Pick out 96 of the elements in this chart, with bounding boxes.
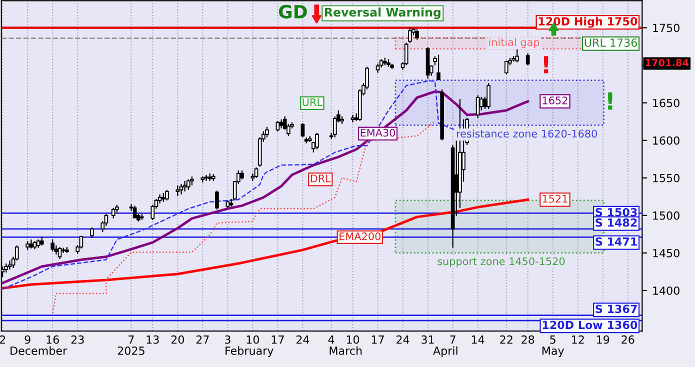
- candlestick: [404, 42, 408, 66]
- x-tick-label: 10: [346, 335, 360, 344]
- x-tick-label: 5: [550, 336, 556, 344]
- candlestick: [486, 82, 490, 110]
- x-tick-label: 10: [246, 335, 260, 344]
- text: 1701.84: [646, 58, 689, 66]
- ref-line-label: URL 1736: [584, 38, 637, 47]
- candlestick: [161, 192, 166, 202]
- candlestick: [90, 226, 94, 239]
- x-tick-label: 17: [372, 336, 384, 344]
- candlestick: [436, 54, 440, 81]
- candlestick: [215, 190, 219, 210]
- y-tick-label: 1400: [653, 286, 680, 295]
- annotation: 1652: [542, 96, 568, 104]
- candlestick: [182, 180, 187, 192]
- candlestick: [476, 94, 480, 118]
- candlestick: [190, 176, 194, 186]
- x-tick-label: 2: [0, 335, 6, 344]
- candlestick: [4, 262, 8, 274]
- x-tick-label: 9: [24, 335, 30, 344]
- annotation: EMA200: [340, 232, 380, 240]
- x-tick-label: 28: [522, 335, 534, 344]
- x2-tick-label: March: [330, 346, 362, 355]
- annotation: Reversal Warning: [325, 8, 440, 20]
- candlestick: [350, 114, 355, 123]
- candlestick: [240, 170, 244, 180]
- candlestick: [504, 60, 508, 75]
- candlestick: [376, 63, 380, 74]
- y-tick-label: 1550: [653, 174, 680, 182]
- x-tick-label: 16: [46, 335, 59, 344]
- candlestick: [179, 183, 184, 195]
- x-tick-label: 14: [472, 336, 484, 344]
- annotation: URL: [302, 98, 322, 106]
- x-tick-label: 31: [422, 335, 434, 344]
- x-tick-label: 12: [572, 335, 584, 344]
- band-label: support zone 1450-1520: [438, 257, 565, 268]
- x-tick-label: 23: [71, 335, 84, 344]
- candlestick: [279, 118, 284, 129]
- candlestick: [186, 178, 190, 190]
- y-tick-label: 1750: [653, 24, 680, 32]
- y-tick-label: 1500: [653, 211, 680, 220]
- candlestick: [111, 207, 116, 219]
- candlestick: [515, 48, 520, 63]
- annotation: !: [544, 56, 548, 74]
- candlestick: [132, 205, 137, 219]
- annotation: DRL: [310, 174, 331, 182]
- candlestick: [315, 132, 319, 150]
- candlestick: [254, 166, 258, 178]
- x2-tick-label: February: [226, 346, 274, 358]
- x-tick-label: 13: [146, 335, 159, 344]
- candlestick: [26, 240, 30, 251]
- y-tick-label: 1600: [653, 136, 680, 145]
- x-tick-label: 27: [196, 335, 209, 344]
- x-tick-label: 24: [296, 335, 310, 344]
- ref-line-label: S 1503: [596, 208, 637, 216]
- line-series: [52, 120, 436, 314]
- x-tick-label: 20: [171, 335, 184, 344]
- x-tick-label: 17: [272, 336, 284, 344]
- band-label: resistance zone 1620-1680: [456, 130, 597, 138]
- x2-tick-label: 2025: [118, 346, 144, 355]
- candlestick: [8, 260, 12, 270]
- candlestick: [29, 238, 34, 250]
- x2-tick-label: May: [542, 346, 564, 358]
- candlestick: [40, 236, 44, 246]
- annotation: 1521: [542, 194, 568, 203]
- x-tick-label: 4: [328, 336, 334, 344]
- ref-line-label: 120D Low 1360: [542, 320, 638, 330]
- band-label: initial gap: [489, 38, 540, 48]
- candlestick: [408, 27, 412, 44]
- y-tick-label: 1650: [653, 98, 680, 108]
- x-tick-label: 7: [450, 336, 456, 344]
- candlestick: [276, 120, 280, 132]
- candlestick: [300, 122, 305, 138]
- candlestick: [165, 189, 169, 201]
- ref-line-label: S 1471: [596, 237, 637, 246]
- ref-line-label: S 1367: [596, 304, 637, 314]
- candlestick: [50, 238, 55, 252]
- annotation: GD: [278, 4, 307, 19]
- x-tick-label: 19: [597, 335, 610, 344]
- x2-tick-label: December: [10, 346, 68, 355]
- x-tick-label: 3: [225, 335, 230, 344]
- x-tick-label: 24: [396, 335, 410, 344]
- candlestick: [58, 246, 62, 260]
- candlestick: [415, 28, 419, 40]
- annotation: !: [608, 92, 612, 110]
- candlestick: [79, 235, 84, 250]
- candlestick: [265, 126, 269, 138]
- y-tick-label: 1450: [653, 248, 680, 258]
- ref-line-label: S 1482: [596, 218, 637, 227]
- candlestick: [526, 52, 530, 66]
- x-tick-label: 22: [500, 335, 512, 344]
- ref-line-label: 120D High 1750: [538, 16, 638, 28]
- x-tick-label: 26: [622, 335, 634, 344]
- x-tick-label: 7: [128, 336, 134, 344]
- candlestick: [176, 184, 180, 196]
- x2-tick-label: April: [433, 346, 458, 358]
